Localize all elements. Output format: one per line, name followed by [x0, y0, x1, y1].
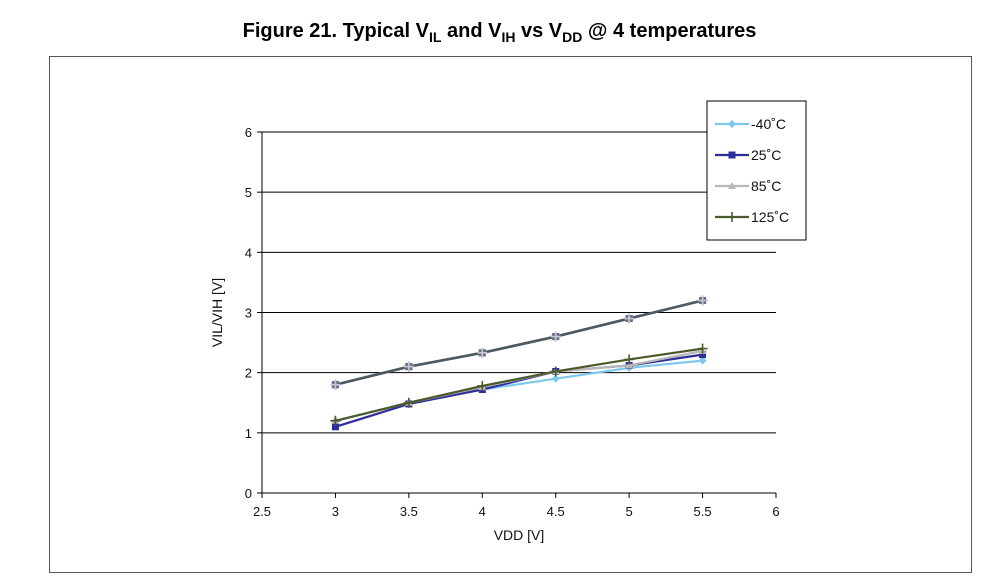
series-vih-4 — [331, 296, 707, 388]
x-tick-label: 5 — [626, 504, 633, 519]
data-point — [624, 354, 635, 365]
data-point — [330, 379, 341, 390]
x-tick-label: 3 — [332, 504, 339, 519]
figure-title: Figure 21. Typical VIL and VIH vs VDD @ … — [0, 20, 999, 45]
data-point — [625, 361, 634, 369]
legend-label: 85˚C — [751, 178, 781, 194]
x-axis-title: VDD [V] — [494, 527, 545, 543]
data-point — [330, 415, 341, 426]
series-vil-5 — [331, 347, 707, 424]
x-tick-label: 5.5 — [694, 504, 712, 519]
data-point — [728, 182, 736, 189]
legend-item: 125˚C — [715, 209, 789, 225]
data-point — [728, 120, 736, 128]
title-text: Figure 21. Typical V — [242, 20, 429, 42]
data-point — [727, 212, 737, 222]
series-group — [330, 295, 708, 431]
data-point — [699, 351, 707, 359]
data-point — [551, 374, 560, 383]
series-vih-6 — [330, 295, 708, 390]
series-vih-0 — [331, 296, 707, 389]
line-chart: 0 1 2 3 4 5 6 2.5 3 3.5 4 4.5 5 5.5 6 -40˚C 25˚C 85˚C 125… — [209, 100, 807, 543]
legend-item: 25˚C — [715, 147, 781, 163]
series-line — [335, 299, 703, 386]
x-tick-label: 4.5 — [547, 504, 565, 519]
series-line — [335, 359, 703, 422]
title-text: and V — [441, 20, 502, 42]
y-tick-label: 0 — [245, 486, 252, 501]
y-tick-label: 2 — [245, 366, 252, 381]
data-point — [698, 356, 707, 365]
x-tick-label: 6 — [772, 504, 779, 519]
y-tick-label: 3 — [245, 306, 252, 321]
x-tick-label: 4 — [479, 504, 486, 519]
legend-item: -40˚C — [715, 116, 786, 132]
series-vih-2 — [331, 296, 707, 389]
title-subscript-il: IL — [428, 29, 442, 45]
data-point — [403, 361, 414, 372]
series-vil-1 — [331, 356, 707, 425]
data-point — [477, 380, 488, 391]
series-line — [335, 347, 703, 422]
title-subscript-ih: IH — [501, 29, 516, 45]
title-text: vs V — [515, 20, 563, 42]
y-tick-label: 5 — [245, 185, 252, 200]
data-point — [624, 313, 635, 324]
grid — [262, 131, 776, 434]
x-tick-label: 3.5 — [400, 504, 418, 519]
legend-label: 125˚C — [751, 209, 789, 225]
data-point — [477, 347, 488, 358]
legend: -40˚C 25˚C 85˚C 125˚C — [706, 100, 807, 241]
data-point — [697, 295, 708, 306]
x-tick-label: 2.5 — [253, 504, 271, 519]
axes: 0 1 2 3 4 5 6 2.5 3 3.5 4 4.5 5 5.5 6 — [245, 125, 780, 519]
data-point — [550, 366, 561, 377]
data-point — [403, 397, 414, 408]
data-point — [728, 151, 736, 159]
y-tick-label: 4 — [245, 245, 252, 260]
series-vil-3 — [331, 351, 707, 431]
title-text: @ 4 temperatures — [582, 20, 757, 42]
series-vih-overlay — [330, 295, 708, 390]
data-point — [550, 331, 561, 342]
y-tick-label: 6 — [245, 125, 252, 140]
legend-label: -40˚C — [751, 116, 786, 132]
chart-frame: 0 1 2 3 4 5 6 2.5 3 3.5 4 4.5 5 5.5 6 -40˚C 25˚C 85˚C 125… — [49, 56, 972, 573]
y-axis-title: VIL/VIH [V] — [209, 278, 225, 347]
series-vil-7 — [330, 343, 708, 426]
data-point — [331, 423, 339, 431]
y-tick-label: 1 — [245, 426, 252, 441]
legend-item: 85˚C — [715, 178, 781, 194]
legend-label: 25˚C — [751, 147, 781, 163]
data-point — [697, 343, 708, 354]
title-subscript-dd: DD — [562, 29, 583, 45]
